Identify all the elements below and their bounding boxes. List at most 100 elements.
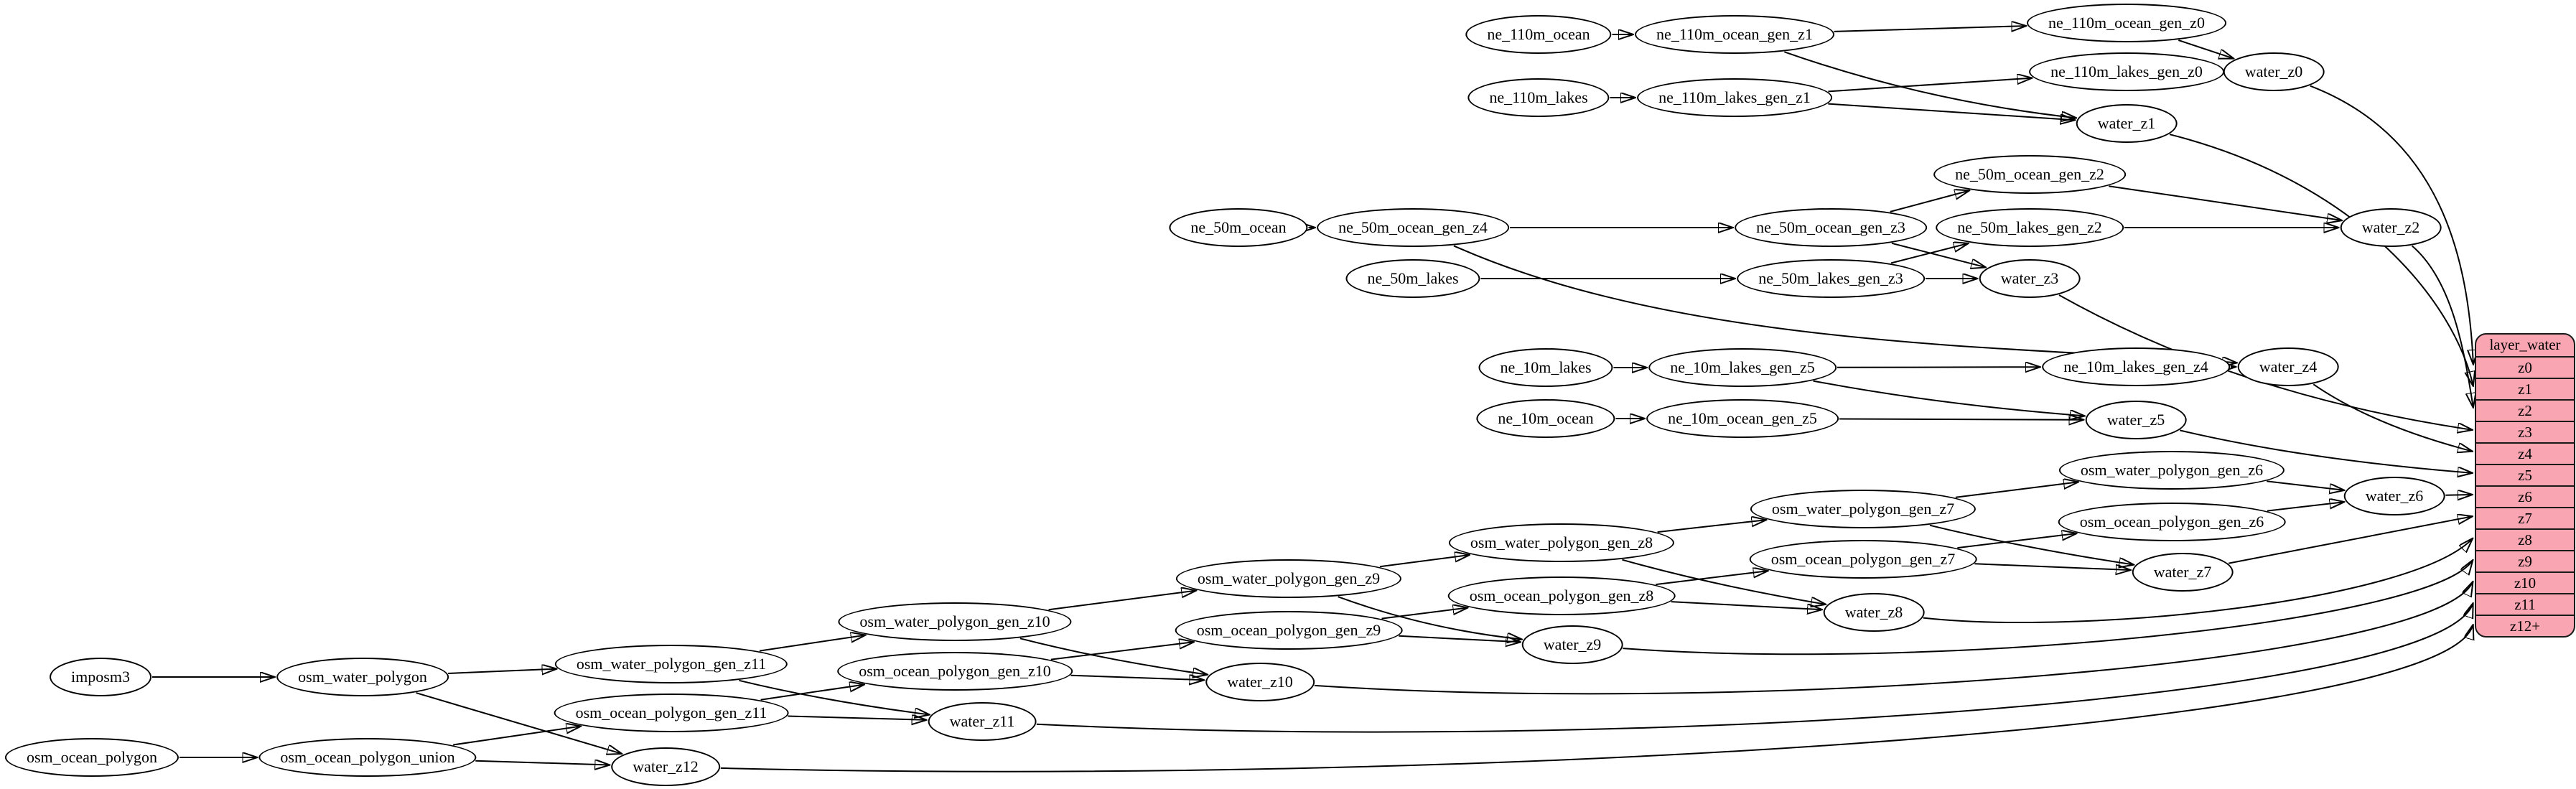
node-ne_50m_ocean: ne_50m_ocean: [1169, 208, 1308, 247]
edge-ne_110m_lakes_gen_z1-ne_110m_lakes_gen_z0: [1828, 78, 2031, 93]
node-water_z0: water_z0: [2223, 52, 2325, 91]
node-imposm3: imposm3: [50, 658, 151, 696]
node-water_z6: water_z6: [2343, 477, 2445, 515]
edge-osm_water_polygon_gen_z8-water_z8: [1622, 559, 1826, 604]
edge-osm_water_polygon_gen_z9-osm_water_polygon_gen_z8: [1379, 555, 1469, 568]
edge-osm_water_polygon_gen_z9-water_z9: [1338, 596, 1521, 639]
node-ne_110m_lakes: ne_110m_lakes: [1467, 78, 1610, 117]
edge-osm_ocean_polygon_gen_z11-water_z11: [788, 716, 925, 720]
edge-osm_water_polygon_gen_z7-osm_water_polygon_gen_z6: [1955, 482, 2078, 498]
edge-water_z1-T:z1: [2169, 134, 2473, 386]
edge-ne_50m_ocean_gen_z3-ne_50m_ocean_gen_z2: [1890, 191, 1969, 213]
edge-ne_10m_lakes_gen_z5-water_z5: [1813, 380, 2084, 416]
node-water_z9: water_z9: [1521, 625, 1623, 664]
edge-water_z12-T:z12+: [720, 625, 2473, 772]
layer-water-table: layer_water z0 z1 z2 z3 z4 z5 z6 z7 z8 z9 z10 z11 z1…: [2475, 333, 2575, 638]
node-ne_50m_lakes_gen_z2: ne_50m_lakes_gen_z2: [1936, 208, 2124, 247]
node-osm_water_polygon: osm_water_polygon: [276, 658, 449, 696]
node-ne_10m_lakes_gen_z5: ne_10m_lakes_gen_z5: [1648, 348, 1837, 387]
node-osm_water_polygon_gen_z9: osm_water_polygon_gen_z9: [1175, 559, 1402, 598]
layer-water-row-z0: z0: [2476, 356, 2574, 378]
edge-osm_ocean_polygon_gen_z10-water_z10: [1070, 676, 1204, 681]
edge-water_z10-T:z10: [1314, 582, 2473, 695]
node-water_z11: water_z11: [928, 702, 1037, 741]
layer-water-row-z4: z4: [2476, 442, 2574, 464]
node-ne_110m_ocean_gen_z1: ne_110m_ocean_gen_z1: [1635, 15, 1834, 54]
edge-ne_110m_ocean_gen_z0-water_z0: [2178, 39, 2233, 58]
node-osm_water_polygon_gen_z11: osm_water_polygon_gen_z11: [554, 645, 788, 683]
edge-water_z4-T:z4: [2313, 383, 2472, 451]
node-ne_110m_lakes_gen_z1: ne_110m_lakes_gen_z1: [1637, 78, 1832, 117]
edge-water_z0-T:z0: [2310, 85, 2473, 364]
edge-osm_ocean_polygon_gen_z8-osm_ocean_polygon_gen_z7: [1656, 571, 1768, 586]
layer-water-row-z2: z2: [2476, 399, 2574, 421]
edge-ne_50m_ocean_gen_z2-water_z2: [2108, 185, 2341, 220]
node-osm_ocean_polygon_union: osm_ocean_polygon_union: [258, 738, 477, 777]
node-ne_110m_lakes_gen_z0: ne_110m_lakes_gen_z0: [2029, 52, 2224, 91]
layer-water-row-z9: z9: [2476, 550, 2574, 571]
node-water_z1: water_z1: [2076, 104, 2178, 143]
layer-water-title: layer_water: [2489, 336, 2561, 353]
node-water_z7: water_z7: [2132, 553, 2234, 592]
edge-water_z7-T:z7: [2229, 516, 2472, 564]
edge-osm_ocean_polygon_gen_z9-osm_ocean_polygon_gen_z8: [1381, 608, 1467, 620]
edge-ne_50m_lakes_gen_z3-ne_50m_lakes_gen_z2: [1890, 243, 1968, 264]
node-osm_water_polygon_gen_z7: osm_water_polygon_gen_z7: [1750, 490, 1977, 528]
edge-osm_water_polygon_gen_z7-water_z7: [1929, 524, 2134, 565]
layer-water-row-z8: z8: [2476, 528, 2574, 550]
layer-water-row-z12+: z12+: [2476, 615, 2574, 636]
edge-water_z2-T:z2: [2412, 245, 2473, 408]
edge-osm_ocean_polygon_gen_z10-osm_ocean_polygon_gen_z9: [1050, 642, 1193, 660]
node-osm_ocean_polygon_gen_z11: osm_ocean_polygon_gen_z11: [554, 694, 789, 732]
edge-osm_ocean_polygon_gen_z6-water_z6: [2267, 502, 2344, 512]
node-water_z3: water_z3: [1979, 259, 2081, 298]
edge-ne_110m_ocean_gen_z1-ne_110m_ocean_gen_z0: [1834, 26, 2026, 32]
node-water_z4: water_z4: [2237, 347, 2339, 386]
node-osm_water_polygon_gen_z6: osm_water_polygon_gen_z6: [2058, 451, 2285, 490]
edge-ne_110m_ocean_gen_z1-water_z1: [1784, 51, 2076, 118]
node-water_z2: water_z2: [2340, 208, 2442, 247]
edge-water_z8-T:z8: [1923, 538, 2473, 624]
edge-ne_10m_ocean_gen_z5-water_z5: [1839, 419, 2083, 420]
edge-osm_water_polygon_gen_z8-osm_water_polygon_gen_z7: [1657, 520, 1766, 533]
node-osm_ocean_polygon: osm_ocean_polygon: [4, 738, 179, 777]
layer-water-row-z3: z3: [2476, 421, 2574, 442]
node-ne_50m_ocean_gen_z2: ne_50m_ocean_gen_z2: [1933, 155, 2126, 194]
edge-water_z5-T:z5: [2179, 429, 2472, 472]
node-ne_10m_ocean: ne_10m_ocean: [1476, 399, 1615, 438]
node-osm_ocean_polygon_gen_z9: osm_ocean_polygon_gen_z9: [1175, 611, 1403, 650]
node-ne_110m_ocean: ne_110m_ocean: [1465, 15, 1612, 54]
node-ne_50m_lakes: ne_50m_lakes: [1345, 259, 1480, 298]
edge-ne_10m_lakes_gen_z5-ne_10m_lakes_gen_z4: [1837, 367, 2040, 368]
layer-water-row-z7: z7: [2476, 507, 2574, 528]
node-osm_water_polygon_gen_z10: osm_water_polygon_gen_z10: [838, 602, 1072, 641]
node-water_z5: water_z5: [2085, 401, 2187, 439]
layer-water-row-z5: z5: [2476, 464, 2574, 485]
edge-osm_ocean_polygon_gen_z8-water_z8: [1671, 601, 1821, 610]
edge-ne_110m_lakes_gen_z1-water_z1: [1828, 103, 2074, 121]
edge-osm_water_polygon-osm_water_polygon_gen_z11: [448, 669, 556, 673]
node-osm_ocean_polygon_gen_z8: osm_ocean_polygon_gen_z8: [1447, 576, 1676, 615]
edge-osm_ocean_polygon_gen_z11-osm_ocean_polygon_gen_z10: [760, 685, 864, 701]
node-ne_50m_ocean_gen_z4: ne_50m_ocean_gen_z4: [1317, 208, 1509, 247]
edge-osm_ocean_polygon_union-osm_ocean_polygon_gen_z11: [453, 727, 580, 746]
edge-osm_water_polygon_gen_z11-water_z11: [739, 679, 929, 715]
node-water_z10: water_z10: [1205, 663, 1315, 701]
layer-water-row-z1: z1: [2476, 378, 2574, 399]
node-water_z8: water_z8: [1823, 593, 1925, 632]
layer-water-row-z6: z6: [2476, 485, 2574, 507]
edge-osm_ocean_polygon_gen_z9-water_z9: [1399, 635, 1520, 643]
node-osm_ocean_polygon_gen_z10: osm_ocean_polygon_gen_z10: [837, 652, 1073, 691]
edge-osm_ocean_polygon_union-water_z12: [475, 761, 609, 765]
node-ne_50m_lakes_gen_z3: ne_50m_lakes_gen_z3: [1737, 259, 1925, 298]
node-ne_110m_ocean_gen_z0: ne_110m_ocean_gen_z0: [2027, 4, 2226, 42]
edge-osm_water_polygon_gen_z10-water_z10: [1019, 638, 1207, 674]
node-osm_ocean_polygon_gen_z7: osm_ocean_polygon_gen_z7: [1749, 540, 1977, 579]
node-osm_water_polygon_gen_z8: osm_water_polygon_gen_z8: [1448, 523, 1675, 562]
edge-osm_water_polygon-water_z12: [416, 692, 622, 754]
edge-water_z9-T:z9: [1623, 561, 2473, 655]
edge-ne_50m_ocean_gen_z3-water_z3: [1891, 242, 1985, 267]
node-ne_10m_lakes_gen_z4: ne_10m_lakes_gen_z4: [2042, 347, 2230, 386]
